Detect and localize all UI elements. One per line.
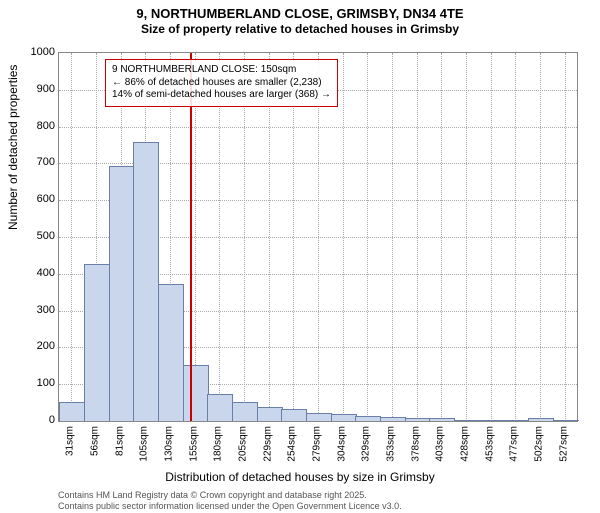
histogram-bar <box>331 414 357 421</box>
y-tick-label: 900 <box>15 83 55 95</box>
footer-line-2: Contains public sector information licen… <box>58 501 402 512</box>
histogram-bar <box>405 418 431 421</box>
gridline-v <box>417 53 418 421</box>
chart-subtitle: Size of property relative to detached ho… <box>0 22 600 36</box>
x-tick-label: 304sqm <box>336 426 347 462</box>
y-tick-label: 600 <box>15 193 55 205</box>
x-tick-label: 31sqm <box>65 426 76 456</box>
histogram-bar <box>479 420 505 421</box>
x-axis-label: Distribution of detached houses by size … <box>0 470 600 484</box>
x-tick-label: 527sqm <box>558 426 569 462</box>
y-tick-label: 400 <box>15 267 55 279</box>
histogram-bar <box>232 402 258 421</box>
histogram-bar <box>207 394 233 421</box>
histogram-bar <box>133 142 159 421</box>
x-tick-label: 428sqm <box>460 426 471 462</box>
x-tick-label: 329sqm <box>361 426 372 462</box>
gridline-v <box>466 53 467 421</box>
marker-line <box>190 53 192 421</box>
plot-area: 9 NORTHUMBERLAND CLOSE: 150sqm ← 86% of … <box>58 52 578 422</box>
gridline-v <box>491 53 492 421</box>
chart-footer: Contains HM Land Registry data © Crown c… <box>58 490 402 513</box>
histogram-bar <box>503 420 529 421</box>
gridline-v <box>565 53 566 421</box>
y-tick-label: 500 <box>15 230 55 242</box>
y-tick-label: 800 <box>15 120 55 132</box>
x-tick-label: 205sqm <box>238 426 249 462</box>
histogram-bar <box>281 409 307 421</box>
gridline-v <box>269 53 270 421</box>
y-tick-label: 200 <box>15 340 55 352</box>
histogram-bar <box>109 166 135 421</box>
histogram-bar <box>183 365 209 421</box>
x-tick-label: 130sqm <box>164 426 175 462</box>
histogram-bar <box>257 407 283 421</box>
chart-container: 9, NORTHUMBERLAND CLOSE, GRIMSBY, DN34 4… <box>0 0 600 500</box>
x-tick-label: 105sqm <box>139 426 150 462</box>
histogram-bar <box>158 284 184 421</box>
gridline-v <box>293 53 294 421</box>
y-tick-label: 1000 <box>15 46 55 58</box>
callout-line-1: 9 NORTHUMBERLAND CLOSE: 150sqm <box>112 64 331 77</box>
x-tick-label: 502sqm <box>534 426 545 462</box>
callout-line-3: 14% of semi-detached houses are larger (… <box>112 89 331 102</box>
chart-title: 9, NORTHUMBERLAND CLOSE, GRIMSBY, DN34 4… <box>0 0 600 22</box>
y-tick-label: 300 <box>15 304 55 316</box>
gridline-v <box>343 53 344 421</box>
x-tick-label: 353sqm <box>386 426 397 462</box>
x-tick-label: 403sqm <box>435 426 446 462</box>
gridline-v <box>71 53 72 421</box>
gridline-v <box>244 53 245 421</box>
gridline-v <box>392 53 393 421</box>
y-tick-label: 0 <box>15 414 55 426</box>
x-tick-label: 155sqm <box>188 426 199 462</box>
histogram-bar <box>59 402 85 421</box>
histogram-bar <box>84 264 110 421</box>
x-tick-label: 453sqm <box>484 426 495 462</box>
x-tick-label: 229sqm <box>262 426 273 462</box>
histogram-bar <box>306 413 332 421</box>
gridline-v <box>367 53 368 421</box>
x-tick-label: 477sqm <box>509 426 520 462</box>
histogram-bar <box>355 416 381 421</box>
annotation-callout: 9 NORTHUMBERLAND CLOSE: 150sqm ← 86% of … <box>105 59 338 107</box>
y-tick-label: 100 <box>15 377 55 389</box>
x-tick-label: 180sqm <box>213 426 224 462</box>
gridline-v <box>515 53 516 421</box>
x-tick-label: 81sqm <box>114 426 125 456</box>
histogram-bar <box>553 420 579 421</box>
x-tick-label: 279sqm <box>312 426 323 462</box>
callout-line-2: ← 86% of detached houses are smaller (2,… <box>112 77 331 90</box>
x-tick-label: 378sqm <box>410 426 421 462</box>
y-tick-label: 700 <box>15 156 55 168</box>
x-tick-label: 254sqm <box>287 426 298 462</box>
histogram-bar <box>380 417 406 421</box>
gridline-v <box>540 53 541 421</box>
gridline-v <box>441 53 442 421</box>
x-tick-label: 56sqm <box>90 426 101 456</box>
histogram-bar <box>528 418 554 421</box>
gridline-v <box>318 53 319 421</box>
histogram-bar <box>429 418 455 421</box>
histogram-bar <box>454 420 480 421</box>
gridline-v <box>219 53 220 421</box>
